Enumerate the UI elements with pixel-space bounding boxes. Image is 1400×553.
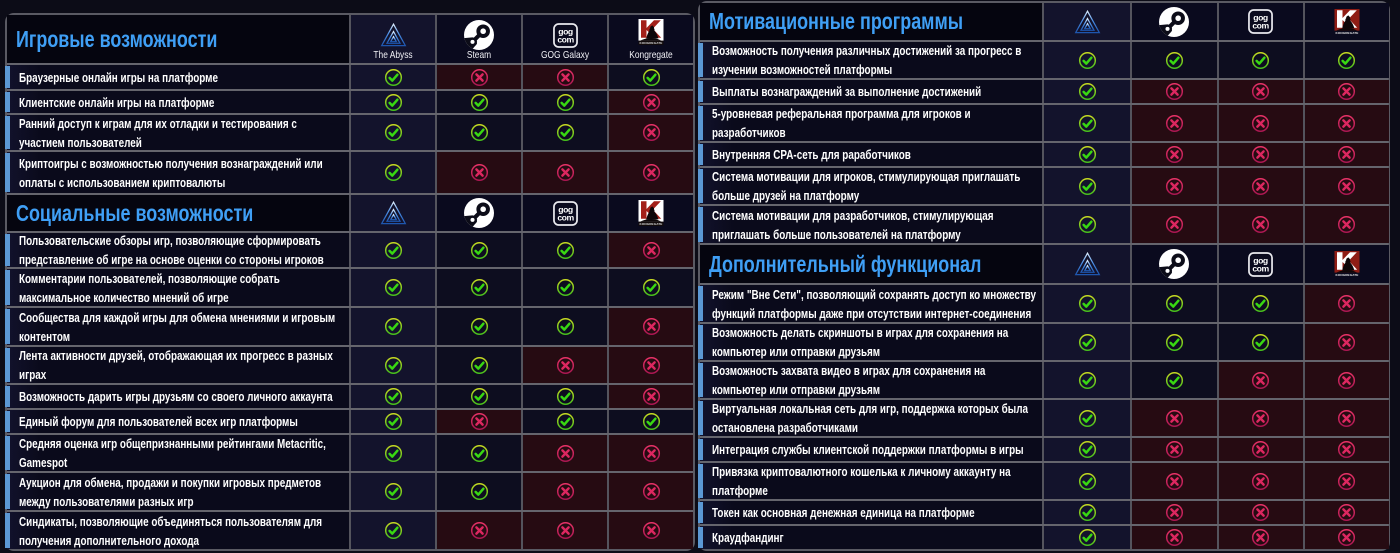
svg-text:gog: gog <box>558 204 573 214</box>
svg-text:KONGREGATE: KONGREGATE <box>640 41 663 45</box>
svg-text:com: com <box>1252 21 1269 31</box>
svg-text:com: com <box>557 34 574 44</box>
svg-text:KONGREGATE: KONGREGATE <box>640 222 663 226</box>
svg-text:KONGREGATE: KONGREGATE <box>1335 31 1358 35</box>
svg-text:gog: gog <box>1253 255 1268 265</box>
svg-text:gog: gog <box>558 26 573 36</box>
svg-text:gog: gog <box>1253 13 1268 23</box>
svg-text:KONGREGATE: KONGREGATE <box>1335 273 1358 277</box>
svg-text:com: com <box>557 212 574 222</box>
svg-text:com: com <box>1252 263 1269 273</box>
